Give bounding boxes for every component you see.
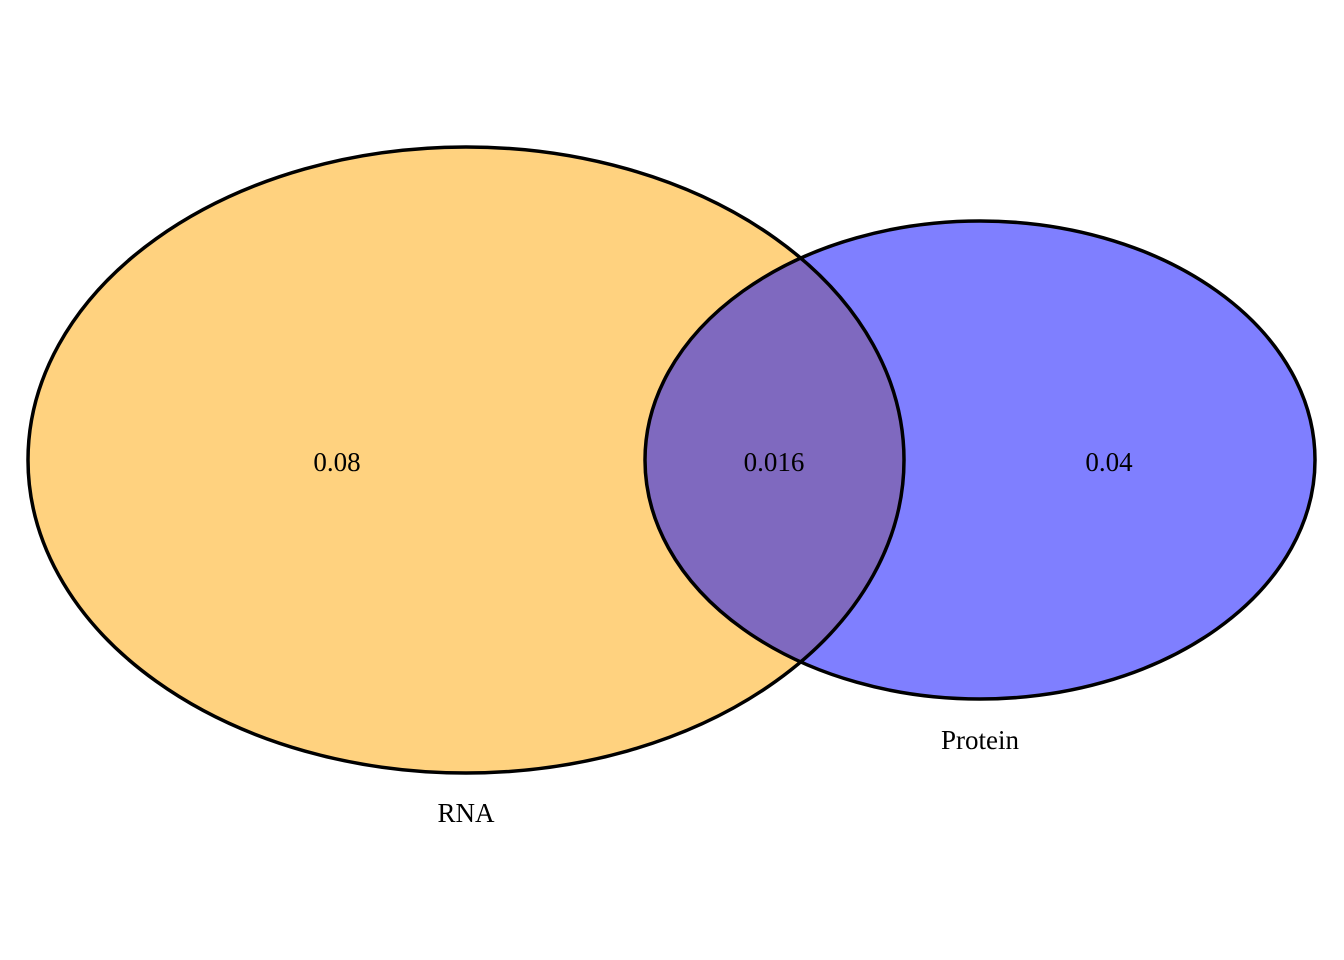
protein-only-value: 0.04 [1085,447,1133,477]
rna-set-ellipse [28,147,904,773]
rna-set-outline [26,145,906,775]
intersection-value: 0.016 [744,447,805,477]
rna-set-label: RNA [437,798,495,828]
protein-set-label: Protein [941,725,1019,755]
protein-set-ellipse [645,221,1315,699]
rna-only-value: 0.08 [313,447,360,477]
protein-set-outline [643,219,1317,701]
